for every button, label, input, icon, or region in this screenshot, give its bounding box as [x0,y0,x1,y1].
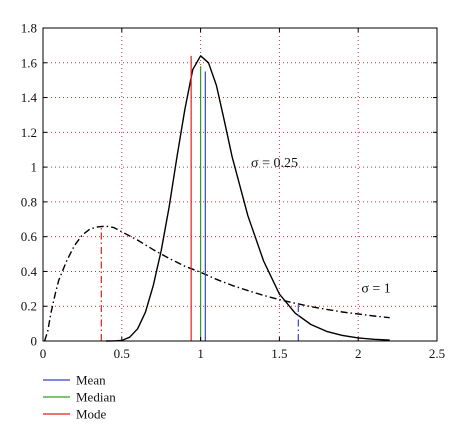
y-tick-label-7: 1.4 [21,90,38,105]
x-tick-label-1: 0.5 [114,346,130,361]
y-tick-label-0: 0 [31,334,38,349]
y-tick-label-3: 0.6 [21,229,38,244]
y-tick-label-8: 1.6 [21,55,38,70]
legend-label-mode: Mode [76,407,107,422]
plot-frame [42,27,438,342]
markers [100,55,299,341]
y-tick-label-1: 0.2 [21,299,37,314]
curve-annotation-0: σ = 0.25 [251,156,298,171]
legend-label-median: Median [76,390,116,405]
grid [43,28,437,341]
x-tick-label-3: 1.5 [271,346,287,361]
y-tick-label-4: 0.8 [21,194,37,209]
x-tick-label-2: 1 [197,346,204,361]
y-tick-label-6: 1.2 [21,125,37,140]
x-tick-label-4: 2 [355,346,362,361]
series-curve-0 [105,55,390,342]
curves [43,55,390,342]
y-tick-label-2: 0.4 [21,264,38,279]
x-tick-label-0: 0 [40,346,47,361]
y-tick-label-5: 1 [31,160,38,175]
x-tick-label-5: 2.5 [429,346,445,361]
annotations: σ = 0.25 σ = 1 [251,156,391,296]
curve-annotation-1: σ = 1 [361,281,390,296]
ticks: 0 0.5 1 1.5 2 2.5 0 0.2 0.4 0.6 0.8 1 1.2 1.4 1.6 1.8 [21,21,445,362]
legend: Mean Median Mode [43,373,116,422]
y-tick-label-9: 1.8 [21,21,37,36]
series-curve-1 [43,225,390,342]
legend-label-mean: Mean [76,373,106,388]
